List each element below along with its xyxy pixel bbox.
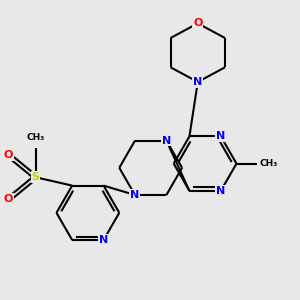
Text: N: N (99, 235, 108, 245)
Text: O: O (4, 150, 13, 160)
Text: N: N (162, 136, 171, 146)
Text: S: S (32, 172, 40, 182)
Text: CH₃: CH₃ (26, 133, 45, 142)
Text: CH₃: CH₃ (260, 159, 278, 168)
Text: N: N (216, 186, 225, 196)
Text: N: N (130, 190, 140, 200)
Text: N: N (193, 77, 203, 87)
Text: O: O (4, 194, 13, 204)
Text: O: O (193, 18, 203, 28)
Text: N: N (216, 131, 225, 141)
